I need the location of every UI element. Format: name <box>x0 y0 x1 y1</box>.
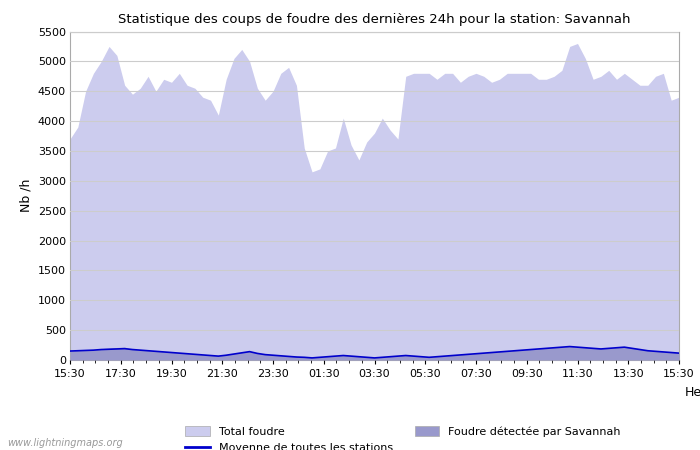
Text: www.lightningmaps.org: www.lightningmaps.org <box>7 438 122 448</box>
X-axis label: Heure: Heure <box>685 386 700 399</box>
Y-axis label: Nb /h: Nb /h <box>19 179 32 212</box>
Title: Statistique des coups de foudre des dernières 24h pour la station: Savannah: Statistique des coups de foudre des dern… <box>118 13 631 26</box>
Legend: Total foudre, Moyenne de toutes les stations, Foudre détectée par Savannah: Total foudre, Moyenne de toutes les stat… <box>186 426 621 450</box>
